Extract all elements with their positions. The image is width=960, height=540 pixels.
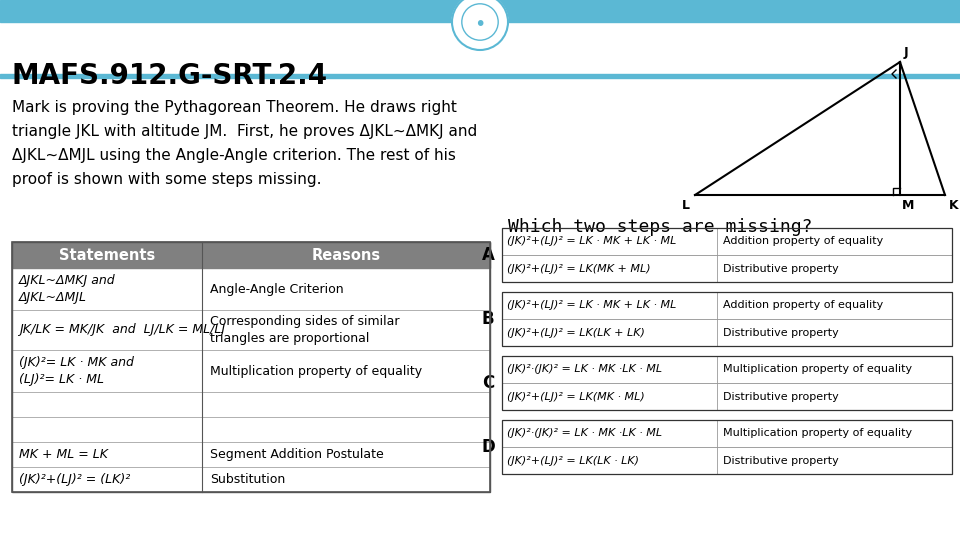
Bar [12,242,490,492]
Text: Distributive property: Distributive property [723,327,839,338]
Bar [502,255,952,282]
Text: (JK)²+(LJ)² = LK(LK + LK): (JK)²+(LJ)² = LK(LK + LK) [507,327,645,338]
Text: Mark is proving the Pythagorean Theorem. He draws right: Mark is proving the Pythagorean Theorem.… [12,100,457,115]
Text: Segment Addition Postulate: Segment Addition Postulate [210,448,384,461]
Text: D: D [481,438,494,456]
Circle shape [452,0,508,50]
Text: triangle JKL with altitude JM.  First, he proves ΔJKL~ΔMKJ and: triangle JKL with altitude JM. First, he… [12,124,477,139]
Text: K: K [949,199,959,212]
Text: Distributive property: Distributive property [723,392,839,402]
Bar [502,292,952,346]
Text: Angle-Angle Criterion: Angle-Angle Criterion [210,282,344,295]
Text: (JK)²+(LJ)² = LK(MK · ML): (JK)²+(LJ)² = LK(MK · ML) [507,392,645,402]
Text: Substitution: Substitution [210,473,285,486]
Bar [12,242,490,492]
Bar [12,242,490,268]
Text: proof is shown with some steps missing.: proof is shown with some steps missing. [12,172,322,187]
Text: Addition property of equality: Addition property of equality [723,300,883,310]
Bar [502,292,952,319]
Text: Distributive property: Distributive property [723,456,839,465]
Text: MAFS.912.G-SRT.2.4: MAFS.912.G-SRT.2.4 [12,62,328,90]
Text: Multiplication property of equality: Multiplication property of equality [723,429,912,438]
Text: A: A [482,246,494,264]
Bar [12,310,490,350]
Bar [12,268,490,310]
Text: Addition property of equality: Addition property of equality [723,237,883,246]
Bar [502,447,952,474]
Bar [502,228,952,255]
Text: (JK)²= LK · MK and
(LJ)²= LK · ML: (JK)²= LK · MK and (LJ)²= LK · ML [19,356,133,386]
Text: ΔJKL~ΔMJL using the Angle-Angle criterion. The rest of his: ΔJKL~ΔMJL using the Angle-Angle criterio… [12,148,456,163]
Bar [0,0,960,22]
Bar [12,417,490,442]
Text: JK/LK = MK/JK  and  LJ/LK = ML/LJ: JK/LK = MK/JK and LJ/LK = ML/LJ [19,323,226,336]
Bar [12,442,490,467]
Text: C: C [482,374,494,392]
Text: MK + ML = LK: MK + ML = LK [19,448,108,461]
Text: (JK)²·(JK)² = LK · MK ·LK · ML: (JK)²·(JK)² = LK · MK ·LK · ML [507,429,662,438]
Text: M: M [902,199,914,212]
Text: (JK)²+(LJ)² = (LK)²: (JK)²+(LJ)² = (LK)² [19,473,131,486]
Bar [0,74,960,78]
Text: (JK)²+(LJ)² = LK(MK + ML): (JK)²+(LJ)² = LK(MK + ML) [507,264,651,273]
Text: (JK)²+(LJ)² = LK · MK + LK · ML: (JK)²+(LJ)² = LK · MK + LK · ML [507,237,677,246]
Bar [502,356,952,383]
Bar [502,383,952,410]
Text: (JK)²·(JK)² = LK · MK ·LK · ML: (JK)²·(JK)² = LK · MK ·LK · ML [507,364,662,375]
Text: •: • [474,16,486,35]
Bar [502,319,952,346]
Text: Statements: Statements [59,247,156,262]
Text: L: L [682,199,690,212]
Bar [12,350,490,392]
Bar [12,467,490,492]
Text: (JK)²+(LJ)² = LK(LK · LK): (JK)²+(LJ)² = LK(LK · LK) [507,456,639,465]
Text: Corresponding sides of similar
triangles are proportional: Corresponding sides of similar triangles… [210,315,399,345]
Text: Which two steps are missing?: Which two steps are missing? [508,218,812,236]
Bar [502,420,952,447]
Text: Multiplication property of equality: Multiplication property of equality [210,364,422,377]
Bar [502,420,952,474]
Bar [502,356,952,410]
Bar [12,392,490,417]
Text: (JK)²+(LJ)² = LK · MK + LK · ML: (JK)²+(LJ)² = LK · MK + LK · ML [507,300,677,310]
Text: B: B [482,310,494,328]
Text: ΔJKL~ΔMKJ and
ΔJKL~ΔMJL: ΔJKL~ΔMKJ and ΔJKL~ΔMJL [19,274,115,304]
Text: J: J [904,46,908,59]
Text: Reasons: Reasons [311,247,380,262]
Text: Multiplication property of equality: Multiplication property of equality [723,364,912,375]
Text: Distributive property: Distributive property [723,264,839,273]
Bar [502,228,952,282]
